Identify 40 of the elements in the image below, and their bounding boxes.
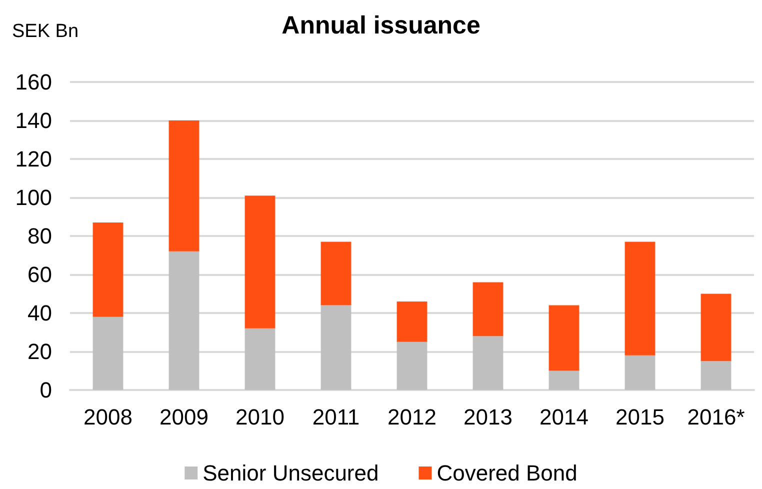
legend-label: Covered Bond bbox=[436, 460, 578, 486]
y-tick-label: 60 bbox=[28, 262, 52, 287]
y-axis-title: SEK Bn bbox=[12, 21, 79, 42]
y-tick-label: 0 bbox=[40, 378, 52, 402]
x-tick-label: 2016* bbox=[687, 404, 746, 430]
bar bbox=[624, 355, 656, 390]
bar bbox=[700, 361, 732, 390]
bar bbox=[92, 222, 124, 317]
y-tick-label: 80 bbox=[28, 224, 52, 248]
y-tick-label: 40 bbox=[28, 300, 52, 326]
bar bbox=[320, 305, 352, 390]
y-tick-label: 160 bbox=[15, 70, 52, 94]
x-tick-label: 2010 bbox=[236, 404, 284, 430]
bar bbox=[244, 328, 276, 390]
y-tick-label: 100 bbox=[15, 185, 52, 210]
y-tick-label: 140 bbox=[15, 108, 52, 133]
x-tick-label: 2009 bbox=[160, 404, 208, 430]
bar bbox=[548, 370, 580, 390]
x-tick-label: 2014 bbox=[540, 404, 588, 430]
bar bbox=[548, 305, 580, 371]
bar bbox=[396, 342, 428, 390]
y-tick-label: 20 bbox=[28, 339, 52, 364]
x-tick-label: 2011 bbox=[312, 404, 360, 430]
x-tick-label: 2012 bbox=[388, 404, 436, 430]
x-tick-label: 2008 bbox=[84, 404, 132, 430]
bar bbox=[700, 294, 732, 362]
bar bbox=[168, 251, 200, 390]
bar bbox=[472, 282, 504, 336]
legend-label: Senior Unsecured bbox=[202, 460, 379, 486]
bar bbox=[92, 316, 124, 390]
y-tick-label: 120 bbox=[15, 146, 52, 172]
bar bbox=[244, 196, 276, 328]
bar bbox=[624, 242, 656, 356]
bar bbox=[320, 242, 352, 306]
bar bbox=[168, 120, 200, 252]
bar bbox=[396, 301, 428, 342]
bar bbox=[472, 336, 504, 390]
x-tick-label: 2015 bbox=[616, 404, 664, 430]
x-tick-label: 2013 bbox=[464, 404, 512, 430]
chart-title: Annual issuance bbox=[282, 12, 480, 40]
